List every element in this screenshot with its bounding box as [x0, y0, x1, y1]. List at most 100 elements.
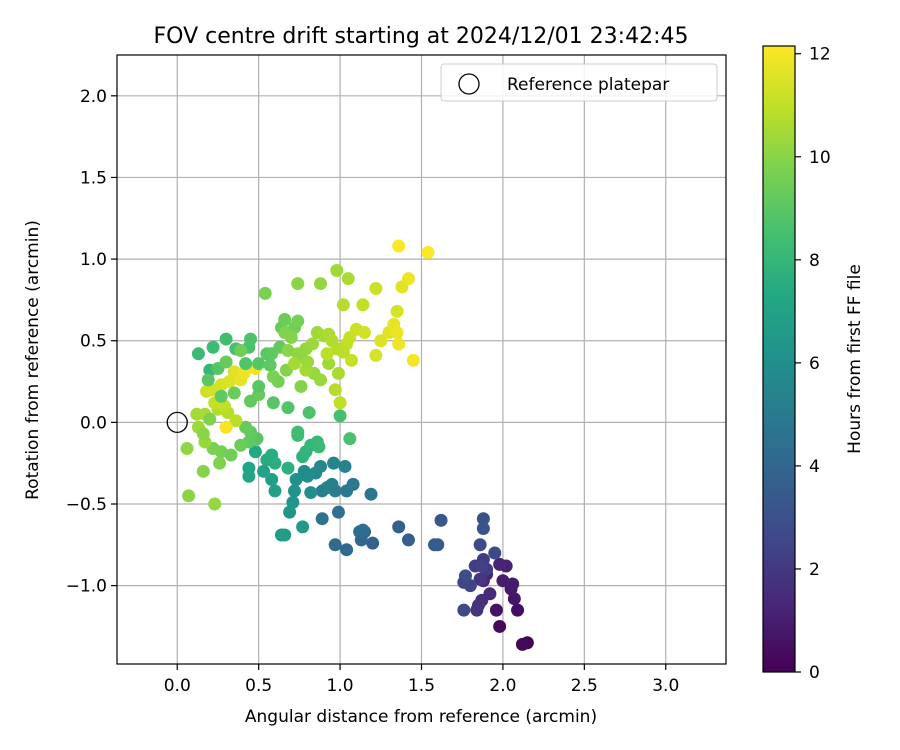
- data-point: [239, 357, 253, 371]
- data-point: [244, 394, 258, 408]
- data-point: [340, 484, 354, 498]
- colorbar-tick-label: 12: [809, 45, 831, 65]
- data-point: [263, 358, 277, 372]
- x-tick-label: 1.5: [408, 676, 435, 696]
- data-point: [515, 637, 529, 651]
- y-tick-label: 2.0: [80, 87, 107, 107]
- y-tick-label: −1.0: [66, 577, 107, 597]
- data-point: [180, 441, 194, 455]
- data-point: [291, 425, 305, 439]
- data-point: [369, 348, 383, 362]
- data-point: [213, 456, 227, 470]
- data-point: [340, 543, 354, 557]
- data-point: [266, 370, 280, 384]
- data-point: [248, 445, 262, 459]
- data-point: [336, 298, 350, 312]
- x-tick-label: 0.0: [164, 676, 191, 696]
- data-point: [390, 326, 404, 340]
- data-point: [493, 619, 507, 633]
- data-point: [330, 264, 344, 278]
- data-point: [358, 326, 372, 340]
- data-point: [312, 440, 326, 454]
- data-point: [284, 330, 298, 344]
- data-point: [315, 512, 329, 526]
- reference-marker-group: [166, 411, 188, 434]
- data-point: [203, 412, 217, 426]
- data-point: [314, 373, 328, 387]
- data-point: [291, 277, 305, 291]
- data-point: [227, 386, 241, 400]
- data-point: [222, 375, 236, 389]
- data-point: [182, 489, 196, 503]
- colorbar-tick-label: 10: [809, 148, 831, 168]
- data-point: [286, 495, 300, 509]
- data-point: [401, 272, 415, 286]
- data-point: [343, 432, 357, 446]
- data-point: [434, 513, 448, 527]
- data-point: [244, 332, 258, 346]
- data-point: [496, 574, 510, 588]
- data-point: [390, 304, 404, 318]
- y-axis-label: Rotation from reference (arcmin): [23, 220, 43, 500]
- data-point: [219, 420, 233, 434]
- data-point: [234, 438, 248, 452]
- data-point: [214, 389, 228, 403]
- data-point: [374, 334, 388, 348]
- data-point: [281, 344, 295, 358]
- data-point: [458, 569, 472, 583]
- reference-marker: [166, 411, 188, 434]
- data-points: [180, 239, 534, 651]
- x-tick-label: 2.0: [489, 676, 516, 696]
- data-point: [278, 312, 292, 326]
- data-point: [406, 353, 420, 367]
- data-point: [476, 512, 490, 526]
- data-point: [401, 533, 415, 547]
- data-point: [476, 521, 490, 535]
- data-point: [242, 461, 256, 475]
- data-point: [392, 337, 406, 351]
- colorbar-tick-label: 2: [809, 560, 820, 580]
- data-point: [328, 383, 342, 397]
- data-point: [366, 536, 380, 550]
- data-point: [392, 239, 406, 253]
- colorbar-ticks: 0 2 4 6 8 10 12: [795, 45, 831, 683]
- data-point: [488, 546, 502, 560]
- data-point: [331, 366, 345, 380]
- data-point: [281, 461, 295, 475]
- data-point: [208, 497, 222, 511]
- data-point: [341, 272, 355, 286]
- colorbar-tick-label: 4: [809, 457, 820, 477]
- data-point: [320, 481, 334, 495]
- data-point: [475, 559, 489, 573]
- y-tick-label: −0.5: [66, 495, 107, 515]
- data-point: [266, 396, 280, 410]
- data-point: [296, 520, 310, 534]
- data-point: [234, 344, 248, 358]
- colorbar-tick-label: 8: [809, 251, 820, 271]
- x-tick-label: 2.5: [571, 676, 598, 696]
- colorbar-tick-label: 6: [809, 354, 820, 374]
- data-point: [281, 401, 295, 415]
- data-point: [301, 355, 315, 369]
- data-point: [338, 459, 352, 473]
- data-point: [369, 281, 383, 295]
- data-point: [511, 603, 525, 617]
- y-tick-label: 0.0: [80, 413, 107, 433]
- data-point: [201, 373, 215, 387]
- data-point: [470, 603, 484, 617]
- data-point: [265, 473, 279, 487]
- data-point: [507, 592, 521, 606]
- data-point: [302, 406, 316, 420]
- legend-marker-reference: [458, 73, 480, 95]
- data-point: [356, 523, 370, 537]
- x-axis-label: Angular distance from reference (arcmin): [245, 707, 597, 727]
- data-point: [283, 505, 297, 519]
- x-tick-label: 3.0: [652, 676, 679, 696]
- data-point: [237, 366, 251, 380]
- data-point: [327, 456, 341, 470]
- data-point: [489, 603, 503, 617]
- data-point: [333, 396, 347, 410]
- data-point: [219, 332, 233, 346]
- data-point: [196, 464, 210, 478]
